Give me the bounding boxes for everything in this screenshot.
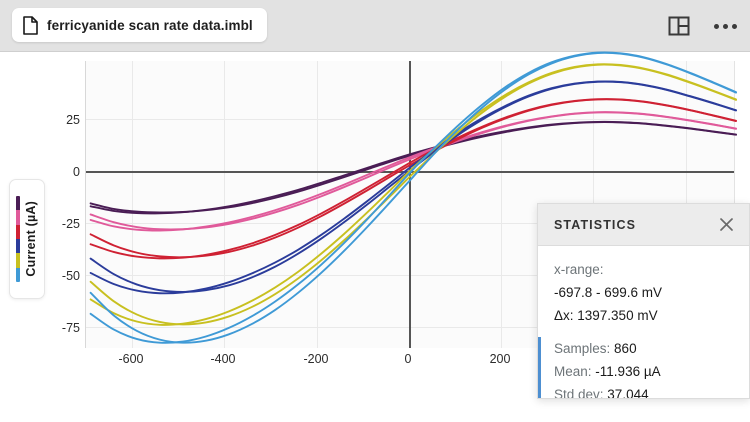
color-swatch	[16, 253, 20, 268]
x-tick-label: -200	[303, 352, 329, 366]
close-x-glyph	[719, 218, 733, 231]
color-swatch	[16, 210, 20, 225]
file-name-chip[interactable]: ferricyanide scan rate data.imbl	[12, 8, 267, 42]
color-swatch	[16, 196, 20, 211]
curve-scan-2-reverse	[89, 111, 737, 232]
samples-value: 860	[614, 341, 637, 356]
gridline-vertical	[317, 61, 318, 348]
statistics-title: STATISTICS	[554, 217, 637, 232]
top-header-bar: ferricyanide scan rate data.imbl	[0, 0, 750, 52]
statistics-body: x-range: -697.8 - 699.6 mV Δx: 1397.350 …	[538, 246, 749, 399]
curve-scan-5-reverse	[89, 63, 737, 326]
y-tick-label: 0	[73, 165, 80, 179]
samples-row: Samples: 860	[554, 337, 749, 360]
mean-label: Mean:	[554, 364, 592, 379]
color-swatch	[16, 238, 20, 254]
y-tick-label: 25	[66, 113, 80, 127]
stddev-label: Std dev:	[554, 387, 604, 399]
y-tick-label: -50	[61, 269, 80, 283]
y-axis-label: Current (µA)	[24, 201, 38, 277]
gridline-vertical	[132, 61, 133, 348]
gridline-vertical	[501, 61, 502, 348]
statistics-group-summary: Samples: 860 Mean: -11.936 µA Std dev: 3…	[538, 337, 749, 399]
curve-scan-1-reverse	[89, 120, 737, 215]
more-horizontal-icon	[713, 23, 737, 29]
mean-value: -11.936 µA	[595, 364, 661, 379]
voltammogram-curves	[89, 51, 737, 344]
mean-row: Mean: -11.936 µA	[554, 360, 749, 383]
stddev-row: Std dev: 37.044	[554, 383, 749, 399]
curve-scan-6-reverse	[89, 51, 737, 344]
x-tick-label: -400	[210, 352, 236, 366]
curve-scan-4-reverse	[89, 80, 737, 295]
top-bar-actions	[664, 0, 740, 52]
y-axis-label-chip[interactable]: Current (µA)	[9, 179, 45, 299]
x-range-label: x-range:	[554, 262, 604, 277]
stddev-value: 37.044	[607, 387, 649, 399]
curve-scan-3-reverse	[89, 98, 737, 260]
gridline-vertical	[224, 61, 225, 348]
document-icon	[23, 15, 38, 35]
y-tick-label: -75	[61, 321, 80, 335]
y-axis-tick-labels: 25 0 -25 -50 -75	[36, 61, 80, 348]
close-icon[interactable]	[716, 215, 736, 235]
plot-container: 25 0 -25 -50 -75 -600 -400 -200	[0, 51, 750, 422]
split-layout-button[interactable]	[664, 11, 694, 41]
samples-label: Samples:	[554, 341, 611, 356]
file-name-label: ferricyanide scan rate data.imbl	[47, 17, 253, 33]
x-tick-label: 0	[404, 352, 412, 366]
statistics-panel[interactable]: STATISTICS x-range: -697.8 - 699.6 mV Δx…	[537, 203, 750, 399]
x-tick-label: -600	[118, 352, 144, 366]
x-range-value: -697.8 - 699.6 mV	[554, 285, 663, 300]
split-layout-icon	[668, 16, 690, 36]
color-swatch	[16, 224, 20, 239]
statistics-group-range: x-range: -697.8 - 699.6 mV Δx: 1397.350 …	[538, 258, 749, 327]
series-color-swatches	[16, 196, 20, 282]
y-tick-label: -25	[61, 217, 80, 231]
more-options-button[interactable]	[710, 11, 740, 41]
x-tick-label: 200	[489, 352, 511, 366]
statistics-panel-header: STATISTICS	[538, 204, 749, 246]
delta-x-value: Δx: 1397.350 mV	[554, 308, 658, 323]
color-swatch	[16, 267, 20, 282]
y-axis-zero-line	[409, 61, 411, 348]
